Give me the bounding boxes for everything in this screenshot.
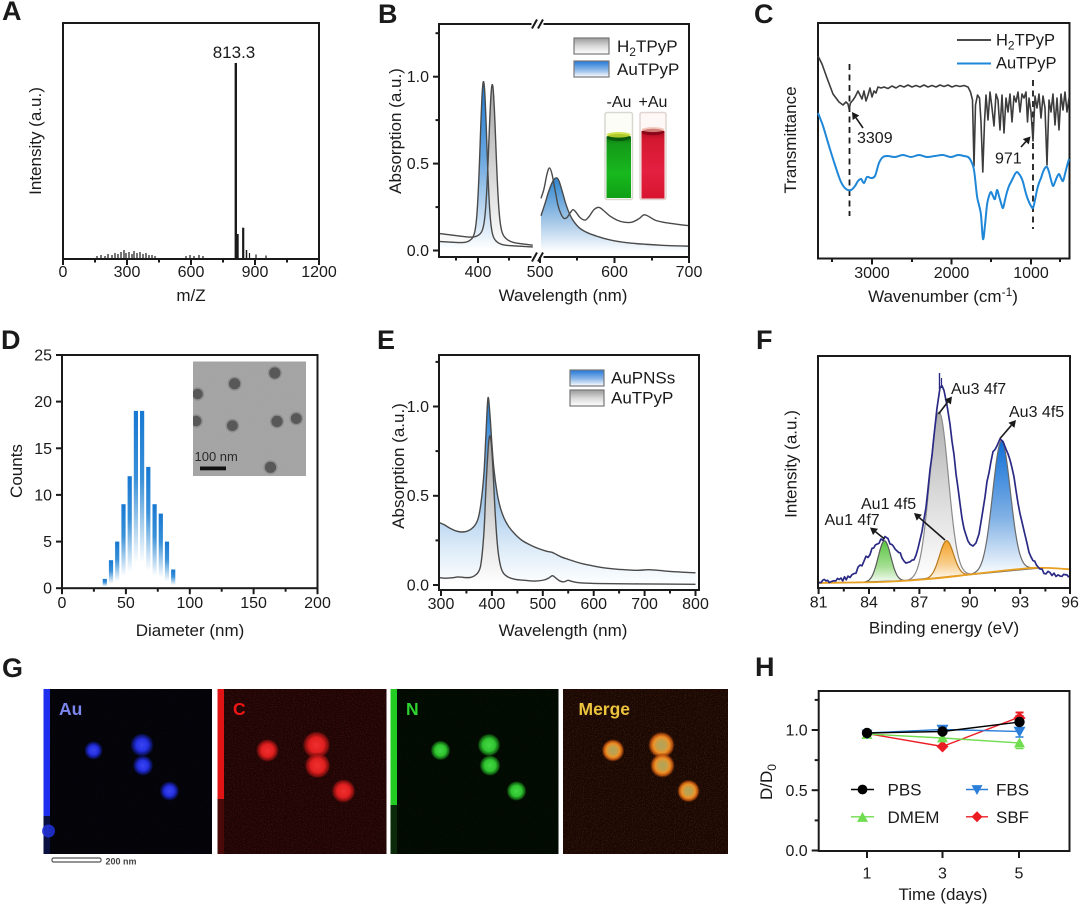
svg-text:H: H [755, 652, 775, 682]
svg-text:SBF: SBF [996, 808, 1029, 827]
svg-text:3309: 3309 [857, 130, 893, 147]
svg-text:A: A [2, 0, 22, 26]
svg-text:Au3 4f7: Au3 4f7 [951, 381, 1006, 398]
svg-text:84: 84 [860, 595, 878, 612]
svg-text:93: 93 [1011, 595, 1029, 612]
svg-text:Wavenumber (cm-1): Wavenumber (cm-1) [868, 285, 1018, 306]
svg-text:1200: 1200 [301, 264, 337, 281]
svg-text:200 nm: 200 nm [106, 857, 137, 867]
svg-text:0.5: 0.5 [407, 488, 429, 505]
svg-text:C: C [233, 699, 246, 719]
svg-text:Intensity (a.u.): Intensity (a.u.) [782, 410, 801, 518]
svg-text:Time (days): Time (days) [898, 885, 987, 904]
svg-text:1: 1 [863, 866, 872, 883]
svg-text:1.0: 1.0 [785, 723, 807, 740]
svg-text:700: 700 [631, 596, 658, 613]
svg-text:2000: 2000 [934, 265, 970, 282]
svg-text:10: 10 [34, 487, 52, 504]
svg-text:D: D [1, 325, 21, 355]
svg-text:90: 90 [961, 595, 979, 612]
svg-text:Au: Au [59, 699, 82, 719]
svg-text:Wavelength (nm): Wavelength (nm) [499, 621, 628, 640]
svg-text:AuTPyP: AuTPyP [611, 389, 673, 408]
svg-text:0.5: 0.5 [407, 156, 429, 173]
svg-text:150: 150 [240, 595, 267, 612]
svg-text:400: 400 [479, 596, 506, 613]
svg-text:700: 700 [676, 264, 703, 281]
svg-text:Wavelength (nm): Wavelength (nm) [499, 286, 628, 305]
svg-text:FBS: FBS [996, 781, 1029, 800]
svg-text:B: B [378, 0, 398, 29]
svg-text:600: 600 [601, 264, 628, 281]
svg-text:100 nm: 100 nm [195, 449, 238, 464]
svg-text:Au1 4f5: Au1 4f5 [861, 496, 916, 513]
svg-text:0.0: 0.0 [785, 843, 807, 860]
svg-text:200: 200 [304, 595, 331, 612]
svg-text:800: 800 [682, 596, 709, 613]
svg-text:3: 3 [938, 866, 947, 883]
svg-text:+Au: +Au [639, 94, 668, 111]
svg-text:H2TPyP: H2TPyP [996, 32, 1055, 53]
svg-text:0.0: 0.0 [407, 243, 429, 260]
svg-text:Counts: Counts [7, 444, 26, 498]
svg-text:20: 20 [34, 394, 52, 411]
svg-text:DMEM: DMEM [888, 808, 940, 827]
svg-text:-Au: -Au [607, 94, 632, 111]
svg-text:900: 900 [242, 264, 269, 281]
svg-text:Absorption (a.u.): Absorption (a.u.) [386, 68, 405, 194]
svg-text:400: 400 [465, 264, 492, 281]
svg-text:0: 0 [59, 264, 68, 281]
svg-text:500: 500 [527, 264, 554, 281]
svg-text:0.5: 0.5 [785, 783, 807, 800]
svg-text:87: 87 [911, 595, 929, 612]
svg-text:0: 0 [43, 581, 52, 598]
svg-text:1.0: 1.0 [407, 399, 429, 416]
svg-text:D/D0: D/D0 [757, 764, 779, 800]
svg-text:N: N [406, 699, 419, 719]
svg-text:300: 300 [428, 596, 455, 613]
svg-text:Merge: Merge [579, 699, 631, 719]
svg-text:AuTPyP: AuTPyP [617, 60, 679, 79]
svg-text:C: C [754, 0, 774, 29]
svg-text:AuPNSs: AuPNSs [611, 369, 675, 388]
svg-text:15: 15 [34, 441, 52, 458]
svg-text:3000: 3000 [854, 265, 890, 282]
svg-text:5: 5 [1015, 866, 1024, 883]
svg-text:Diameter (nm): Diameter (nm) [136, 621, 245, 640]
svg-text:25: 25 [34, 348, 52, 365]
svg-text:600: 600 [580, 596, 607, 613]
svg-text:AuTPyP: AuTPyP [996, 55, 1057, 73]
svg-text:50: 50 [117, 595, 135, 612]
svg-text:Au3 4f5: Au3 4f5 [1009, 404, 1064, 421]
svg-text:5: 5 [43, 534, 52, 551]
svg-text:813.3: 813.3 [213, 43, 256, 62]
svg-text:PBS: PBS [888, 781, 922, 800]
svg-text:Transmittance: Transmittance [781, 86, 800, 193]
svg-text:1.0: 1.0 [407, 69, 429, 86]
svg-text:Intensity (a.u.): Intensity (a.u.) [26, 87, 45, 195]
svg-text:G: G [2, 653, 23, 683]
svg-text:0: 0 [58, 595, 67, 612]
svg-text:81: 81 [810, 595, 828, 612]
svg-text:300: 300 [114, 264, 141, 281]
svg-text:m/Z: m/Z [176, 286, 205, 305]
svg-text:100: 100 [176, 595, 203, 612]
svg-text:96: 96 [1061, 595, 1079, 612]
svg-text:971: 971 [995, 151, 1022, 168]
svg-text:0.0: 0.0 [407, 578, 429, 595]
svg-text:H2TPyP: H2TPyP [617, 37, 678, 59]
svg-text:Binding energy (eV): Binding energy (eV) [869, 619, 1019, 638]
svg-text:E: E [377, 325, 395, 355]
svg-text:500: 500 [529, 596, 556, 613]
svg-text:1000: 1000 [1013, 265, 1049, 282]
svg-text:Au1 4f7: Au1 4f7 [825, 512, 880, 529]
svg-text:Absorption (a.u.): Absorption (a.u.) [389, 403, 408, 529]
svg-text:600: 600 [178, 264, 205, 281]
svg-text:F: F [756, 325, 773, 355]
